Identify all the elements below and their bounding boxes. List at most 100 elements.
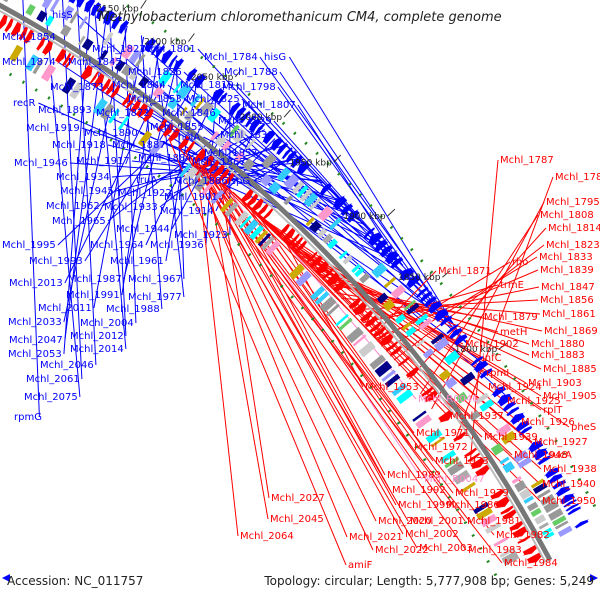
cds-reverse	[295, 240, 309, 254]
gene-label-forward: Mchl_1962	[46, 201, 100, 212]
cog-block	[152, 86, 165, 99]
cds-forward	[496, 393, 513, 407]
leader-line-forward	[297, 104, 396, 257]
cog-block	[291, 180, 305, 195]
cds-forward	[280, 146, 293, 160]
cog-block	[480, 513, 498, 528]
cds-forward	[269, 136, 284, 151]
cds-forward	[389, 256, 404, 269]
cog-block	[260, 235, 275, 251]
gene-label-reverse: amiF	[348, 560, 373, 571]
cog-block	[224, 201, 239, 217]
gene-label-forward: truA	[136, 175, 157, 186]
gene-label-forward: Mchl_1901	[164, 192, 218, 203]
cog-block	[468, 410, 481, 422]
cog-block	[383, 276, 397, 289]
cds-forward	[110, 14, 123, 30]
figure-title: Methylobacterium chloromethanicum CM4, c…	[98, 10, 502, 25]
gene-label-reverse: Mchl_1982	[496, 530, 550, 541]
cds-reverse	[389, 345, 404, 358]
cog-block	[288, 263, 305, 280]
cog-block	[239, 215, 252, 229]
cds-forward	[228, 100, 241, 116]
cog-block	[283, 195, 294, 206]
leader-line-forward	[77, 14, 506, 396]
cog-block	[40, 63, 57, 82]
cog-block	[394, 313, 407, 325]
gene-label-reverse: Mchl_1927	[534, 437, 588, 448]
cog-block	[530, 478, 545, 489]
cds-reverse	[168, 127, 181, 143]
gene-label-reverse: Mchl_1787	[500, 155, 554, 166]
gene-label-forward: Mchl_1922	[118, 188, 172, 199]
cds-reverse	[282, 227, 297, 242]
cog-block	[501, 550, 520, 566]
cog-block	[517, 456, 533, 469]
cds-reverse	[105, 81, 117, 97]
cds-reverse	[376, 330, 391, 342]
cds-forward	[167, 53, 178, 69]
cog-block	[61, 77, 77, 95]
kbp-tick-mark	[283, 109, 291, 118]
gene-label-reverse: infC	[482, 353, 502, 364]
cog-block	[261, 153, 277, 169]
right-arrow-icon	[590, 574, 598, 582]
cog-block	[77, 35, 86, 46]
cog-block	[128, 69, 139, 81]
kbp-tick-mark	[498, 342, 508, 350]
gene-label-reverse: Mchl_1905	[543, 391, 597, 402]
cds-forward	[566, 505, 582, 516]
cds-reverse	[499, 505, 516, 516]
cds-reverse	[512, 526, 529, 538]
gene-label-forward: Mchl_1995	[2, 240, 56, 251]
gene-label-forward: Mchl_2053	[8, 349, 62, 360]
cog-block	[479, 398, 495, 412]
cog-block	[219, 197, 234, 213]
cds-forward	[262, 129, 276, 145]
cds-forward	[415, 286, 429, 298]
cog-block	[214, 134, 227, 148]
cds-forward	[418, 290, 433, 303]
gene-label-forward: Mchl_2014	[70, 344, 124, 355]
leader-line-reverse	[178, 146, 503, 564]
cog-block	[382, 298, 396, 312]
kbp-tick-label: 1800 kbp	[455, 345, 498, 355]
gene-label-forward: holA	[178, 132, 200, 143]
gene-label-forward: Mchl_2075	[24, 392, 78, 403]
cog-block	[303, 192, 319, 208]
cds-forward	[68, 0, 76, 4]
gene-label-reverse: Mchl_1939	[484, 432, 538, 443]
cog-block	[243, 219, 259, 236]
cds-forward	[448, 327, 463, 340]
gene-label-forward: Mchl_1945	[60, 186, 114, 197]
cog-block	[183, 110, 196, 123]
leader-line-reverse	[226, 186, 423, 480]
cds-reverse	[332, 279, 347, 294]
cog-block	[452, 469, 471, 485]
cog-block	[317, 205, 334, 222]
gene-label-reverse: Mchl_1950	[542, 496, 596, 507]
cog-block	[314, 291, 330, 306]
gene-label-forward: Mchl_1874	[2, 57, 56, 68]
gene-label-forward: ispG	[228, 176, 250, 187]
cds-reverse	[526, 552, 543, 564]
leader-line-forward	[109, 14, 127, 337]
cog-block	[99, 49, 109, 61]
leader-line-forward	[22, 0, 40, 418]
gene-label-reverse: Mchl_2002	[405, 529, 459, 540]
cog-block	[405, 326, 417, 337]
cds-reverse	[257, 203, 270, 217]
cds-forward	[243, 113, 256, 128]
accession-text: Accession: NC_011757	[7, 574, 144, 588]
gene-label-reverse: Mchl_1980	[446, 500, 500, 511]
cog-block	[69, 82, 84, 100]
cog-block	[234, 210, 250, 227]
cog-block	[194, 97, 206, 111]
cog-block	[371, 262, 388, 279]
cds-forward	[233, 105, 247, 120]
cog-block	[381, 369, 396, 382]
gene-label-forward: Mchl_1872	[96, 108, 150, 119]
cog-block	[500, 430, 517, 445]
cds-forward	[514, 420, 530, 432]
kbp-tick-mark	[234, 68, 242, 78]
